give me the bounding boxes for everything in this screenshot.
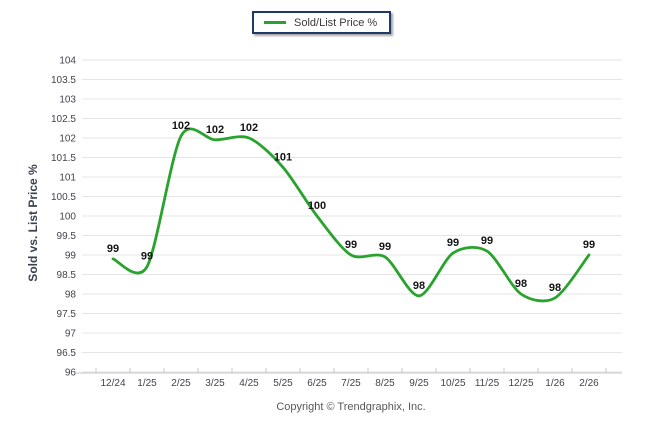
svg-text:103: 103 <box>59 95 76 106</box>
svg-text:98: 98 <box>413 280 425 292</box>
svg-text:2/26: 2/26 <box>579 378 599 389</box>
svg-text:10/25: 10/25 <box>440 378 465 389</box>
svg-text:98: 98 <box>65 290 77 301</box>
data-point-labels: 99 99 102 102 102 101 100 99 99 98 99 99 98 98 99 <box>107 120 595 294</box>
svg-text:102.5: 102.5 <box>51 114 76 125</box>
svg-text:11/25: 11/25 <box>475 378 500 389</box>
svg-text:7/25: 7/25 <box>341 378 361 389</box>
svg-text:102: 102 <box>206 124 224 136</box>
svg-text:100: 100 <box>59 212 76 223</box>
svg-text:99: 99 <box>447 237 459 249</box>
x-axis <box>76 368 622 374</box>
svg-text:99: 99 <box>141 251 153 263</box>
svg-text:97: 97 <box>65 329 77 340</box>
svg-text:98: 98 <box>549 282 561 294</box>
svg-text:2/25: 2/25 <box>171 378 191 389</box>
series-line-sold-list-price <box>111 127 591 303</box>
legend: Sold/List Price % <box>252 11 392 34</box>
legend-line-swatch <box>264 21 286 24</box>
legend-label: Sold/List Price % <box>294 16 378 29</box>
svg-text:101.5: 101.5 <box>51 153 76 164</box>
svg-text:104: 104 <box>59 56 76 67</box>
svg-text:102: 102 <box>240 122 258 134</box>
svg-text:3/25: 3/25 <box>205 378 225 389</box>
svg-text:1/25: 1/25 <box>137 378 157 389</box>
svg-text:99: 99 <box>345 239 357 251</box>
svg-text:99: 99 <box>65 251 77 262</box>
svg-text:99: 99 <box>481 235 493 247</box>
svg-text:101: 101 <box>59 173 76 184</box>
svg-text:12/24: 12/24 <box>100 378 125 389</box>
svg-text:9/25: 9/25 <box>409 378 429 389</box>
svg-text:8/25: 8/25 <box>375 378 395 389</box>
svg-text:96.5: 96.5 <box>57 348 77 359</box>
svg-text:6/25: 6/25 <box>307 378 327 389</box>
x-axis-tick-labels: 12/24 1/25 2/25 3/25 4/25 5/25 6/25 7/25 8/25 9/2… <box>100 378 599 389</box>
svg-text:98: 98 <box>515 278 527 290</box>
svg-text:98.5: 98.5 <box>57 270 77 281</box>
svg-text:99: 99 <box>107 243 119 255</box>
svg-text:12/25: 12/25 <box>508 378 533 389</box>
svg-text:4/25: 4/25 <box>239 378 259 389</box>
svg-text:103.5: 103.5 <box>51 75 76 86</box>
gridlines <box>82 59 622 373</box>
svg-text:96: 96 <box>65 368 77 379</box>
svg-text:102: 102 <box>59 134 76 145</box>
svg-text:99.5: 99.5 <box>57 231 77 242</box>
svg-text:101: 101 <box>274 151 292 163</box>
svg-text:1/26: 1/26 <box>545 378 565 389</box>
svg-text:5/25: 5/25 <box>273 378 293 389</box>
svg-text:99: 99 <box>583 239 595 251</box>
svg-text:97.5: 97.5 <box>57 309 77 320</box>
copyright-text: Copyright © Trendgraphix, Inc. <box>276 401 426 413</box>
svg-text:99: 99 <box>379 241 391 253</box>
svg-text:100: 100 <box>308 200 326 212</box>
y-axis-tick-labels: 104 103.5 103 102.5 102 101.5 101 100.5 100 99.5 9… <box>51 56 76 379</box>
svg-text:100.5: 100.5 <box>51 192 76 203</box>
svg-text:102: 102 <box>172 120 190 132</box>
